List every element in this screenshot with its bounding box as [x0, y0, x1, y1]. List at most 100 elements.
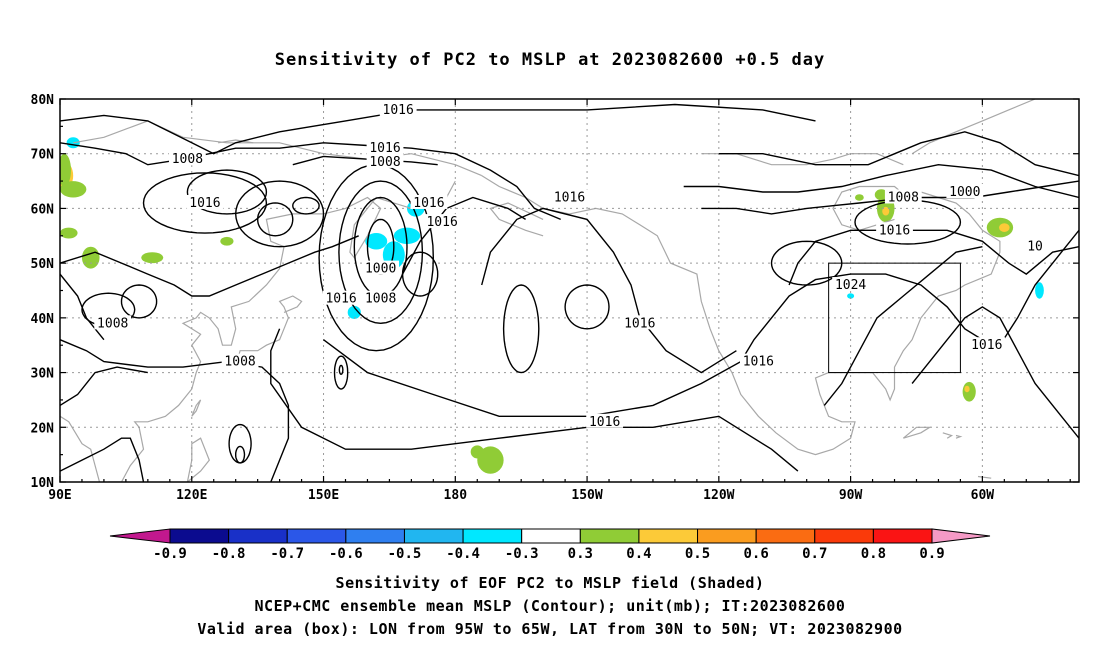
sensitivity-patch	[60, 227, 78, 239]
coastline	[191, 399, 202, 417]
contour-label-bg	[221, 353, 259, 368]
mslp-contour	[338, 180, 424, 325]
contour-label-bg	[832, 277, 870, 292]
mslp-contour	[60, 142, 561, 221]
mslp-contour	[186, 169, 268, 215]
coastline	[701, 153, 904, 166]
coastline	[73, 120, 482, 177]
sensitivity-patch	[999, 223, 1010, 232]
colorbar-swatch	[814, 528, 874, 544]
contour-label: 1016	[413, 196, 444, 211]
coastlines	[60, 99, 1036, 482]
contour-label: 1016	[743, 355, 774, 370]
contour-label-bg	[410, 194, 448, 209]
colorbar-swatch	[697, 528, 757, 544]
mslp-contour	[292, 196, 320, 215]
mslp-contour	[502, 284, 540, 374]
colorbar-label: 0.4	[626, 546, 651, 562]
mslp-contour	[256, 202, 294, 237]
contour-label: 1008	[369, 155, 400, 170]
lon-label: 150E	[308, 488, 339, 503]
contour-label-bg	[186, 194, 224, 209]
colorbar-swatch	[638, 528, 699, 544]
contour-label: 1016	[383, 103, 414, 118]
sensitivity-patch	[347, 305, 361, 319]
coastline	[481, 175, 1001, 456]
coastline	[186, 437, 210, 482]
mslp-contour	[142, 172, 268, 234]
sensitivity-shading	[60, 137, 1044, 474]
lon-label: 90W	[839, 488, 863, 503]
colorbar-label: -0.4	[446, 546, 480, 562]
lat-label: 30N	[31, 367, 55, 382]
colorbar-swatch	[755, 528, 816, 544]
contour-label: 1016	[369, 141, 400, 156]
mslp-contour	[683, 163, 1079, 199]
mslp-contour	[854, 199, 962, 245]
colorbar: -0.9 -0.8 -0.7 -0.6 -0.5 -0.4 -0.3 0.3 0.4 0.5 0.6…	[109, 528, 991, 562]
contour-label: 1008	[172, 152, 203, 167]
contour-label: 1008	[888, 190, 919, 205]
colorbar-high-arrow	[931, 528, 991, 544]
mslp-contour	[481, 207, 737, 374]
colorbar-swatch	[286, 528, 347, 544]
contour-label-bg	[884, 189, 922, 204]
mslp-contour	[564, 284, 610, 330]
colorbar-label: -0.3	[505, 546, 539, 562]
colorbar-label: 0.3	[568, 546, 593, 562]
colorbar-swatch	[462, 528, 523, 544]
caption-shading: Sensitivity of EOF PC2 to MSLP field (Sh…	[335, 574, 765, 592]
contour-label-bg	[366, 153, 404, 168]
contour-label-bg	[362, 290, 400, 305]
mslp-contour	[235, 445, 246, 464]
contour-label-bg	[739, 353, 777, 368]
contour-label: 1008	[224, 355, 255, 370]
valid-area-box	[828, 262, 961, 374]
mslp-contour	[401, 196, 526, 275]
mslp-contour	[60, 366, 148, 406]
sensitivity-patch	[874, 189, 888, 201]
mslp-contour	[60, 437, 145, 482]
contour-label: 1016	[971, 338, 1002, 353]
contour-label-bg	[423, 214, 461, 229]
colorbar-label: 0.6	[744, 546, 769, 562]
mslp-contour	[60, 235, 359, 297]
colorbar-label: -0.6	[329, 546, 363, 562]
lat-label: 80N	[31, 93, 55, 108]
coastline	[218, 139, 254, 144]
longitude-labels: 90E 120E 150E 180 150W 120W 90W 60W	[48, 488, 994, 503]
gridlines	[59, 98, 1079, 483]
mslp-contour	[60, 103, 816, 155]
colorbar-label: 0.8	[861, 546, 886, 562]
map-title: Sensitivity of PC2 to MSLP at 2023082600…	[274, 50, 826, 70]
contour-label-bg	[379, 101, 417, 116]
lon-label: 120E	[176, 488, 207, 503]
coastline	[60, 415, 101, 482]
sensitivity-patch	[964, 385, 970, 393]
mslp-contours	[60, 103, 1079, 482]
mslp-contour	[60, 273, 105, 341]
colorbar-swatch	[521, 528, 581, 544]
caption-contours: NCEP+CMC ensemble mean MSLP (Contour); u…	[254, 597, 846, 615]
contour-label-bg	[168, 151, 206, 166]
map-frame	[59, 98, 1080, 483]
sensitivity-patch	[141, 252, 164, 264]
contour-label: 1016	[589, 415, 620, 430]
contour-label: 1016	[325, 292, 356, 307]
mslp-contour	[292, 155, 438, 166]
sensitivity-patch	[81, 246, 100, 269]
contour-label-bg	[968, 337, 1006, 352]
colorbar-swatch	[579, 528, 640, 544]
mslp-contour	[788, 229, 1079, 286]
mslp-contour	[333, 355, 349, 390]
mslp-contour	[353, 196, 408, 297]
colorbar-label: -0.7	[270, 546, 304, 562]
contour-label: 1016	[879, 223, 910, 238]
contour-label-bg	[946, 184, 984, 199]
sensitivity-patch	[60, 153, 71, 187]
contour-label: 1000	[365, 262, 396, 277]
colorbar-label: 0.9	[919, 546, 944, 562]
lon-label: 90E	[48, 488, 71, 503]
contour-label: 1008	[97, 316, 128, 331]
